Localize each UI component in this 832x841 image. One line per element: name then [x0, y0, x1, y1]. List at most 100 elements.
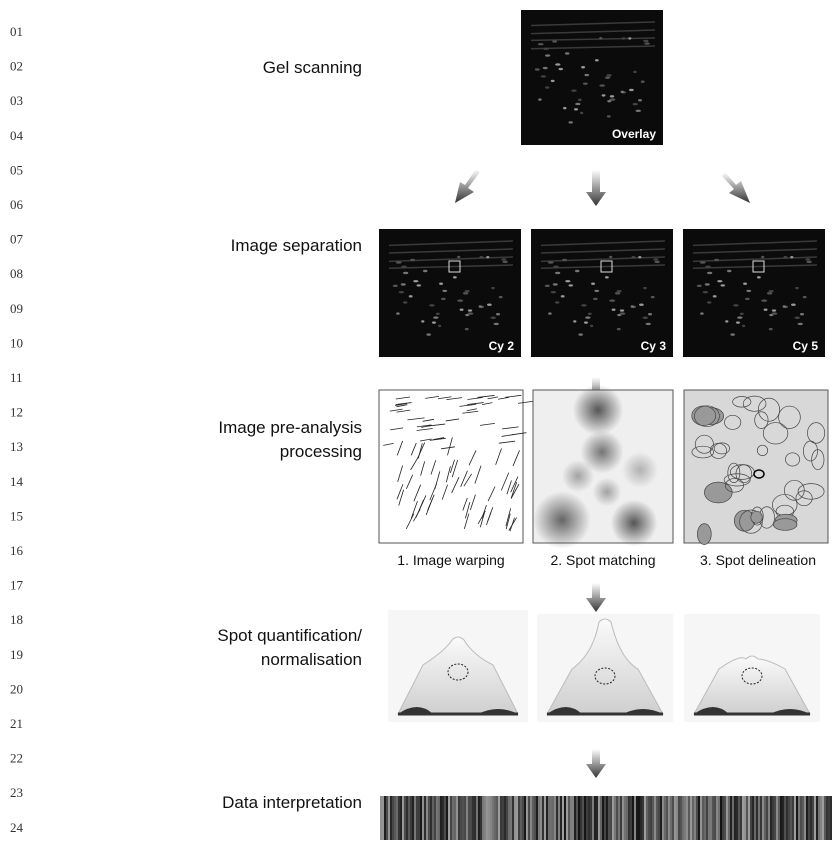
heat-stripe [808, 796, 810, 840]
heat-stripe [664, 796, 666, 840]
line-number: 17 [10, 578, 24, 593]
heat-stripe [632, 796, 634, 840]
gel-spot [555, 272, 560, 274]
heat-stripe [402, 796, 404, 840]
gel-spot [737, 316, 742, 318]
heat-stripe [750, 796, 752, 840]
panel [379, 390, 523, 543]
gel-spot [769, 290, 774, 292]
gel-spot [617, 328, 621, 330]
gel-spot [620, 309, 624, 311]
gel-spot [772, 312, 778, 314]
gel-spot [628, 37, 631, 39]
heat-stripe [384, 796, 386, 840]
heat-stripe [586, 796, 588, 840]
heat-stripe [506, 796, 508, 840]
heat-stripe [616, 796, 618, 840]
gel-spot [795, 317, 800, 319]
gel-spot [568, 284, 573, 286]
line-number: 19 [10, 647, 23, 662]
heat-stripe [708, 796, 710, 840]
arrow [586, 749, 606, 778]
gel-spot [396, 312, 400, 314]
gel-spot [575, 270, 580, 272]
heat-stripe [536, 796, 538, 840]
heat-stripe [608, 796, 610, 840]
heat-stripe [562, 796, 564, 840]
gel-spot [541, 75, 547, 77]
heat-stripe [406, 796, 408, 840]
gel-spot [607, 74, 612, 76]
gel-spot [543, 48, 549, 50]
heat-stripe [618, 796, 620, 840]
heat-stripe [766, 796, 768, 840]
heat-stripe [698, 796, 700, 840]
gel-spot [617, 290, 622, 292]
gel-spot [654, 261, 660, 263]
heat-stripe [510, 796, 512, 840]
page: 0102030405060708091011121314151617181920… [0, 0, 832, 841]
gel-spot [703, 291, 709, 293]
heat-stripe [730, 796, 732, 840]
line-number: 06 [10, 197, 24, 212]
heat-stripe [758, 796, 760, 840]
heat-stripe [768, 796, 770, 840]
gel-spot [806, 261, 812, 263]
gel-spot [795, 287, 799, 289]
gel-spot [575, 103, 580, 105]
heat-stripe [666, 796, 668, 840]
heat-stripe [672, 796, 674, 840]
gel-spot [563, 107, 566, 109]
gel-spot [800, 313, 804, 315]
gel-spot [631, 256, 635, 258]
line-number: 10 [10, 335, 23, 350]
heat-stripe [590, 796, 592, 840]
gel-spot [797, 323, 803, 325]
arrow [455, 169, 480, 203]
heat-stripe [534, 796, 536, 840]
gel-spot [707, 272, 712, 274]
gel-spot [713, 295, 717, 297]
gel-spot [764, 309, 768, 311]
spot-outline [773, 519, 797, 531]
heat-stripe [784, 796, 786, 840]
heat-stripe [470, 796, 472, 840]
heat-stripe [494, 796, 496, 840]
gel-spot [595, 59, 599, 61]
caption: 1. Image warping [397, 552, 504, 568]
gel-spot [772, 309, 776, 311]
heat-stripe [778, 796, 780, 840]
line-number: 21 [10, 716, 23, 731]
gel-spot [743, 283, 747, 285]
spot-outline [692, 406, 716, 426]
heat-stripe [588, 796, 590, 840]
image-tag: Cy 3 [641, 339, 667, 353]
gel-spot [705, 283, 710, 285]
gel-spot [538, 43, 544, 45]
heat-stripe [728, 796, 730, 840]
heat-stripe [488, 796, 490, 840]
stage-label: Data interpretation [222, 793, 362, 812]
heat-stripe [822, 796, 824, 840]
heat-stripe [468, 796, 470, 840]
heat-stripe [720, 796, 722, 840]
gel-spot [605, 276, 609, 278]
gel-spot [486, 256, 489, 258]
heat-stripe [818, 796, 820, 840]
line-number: 02 [10, 59, 23, 74]
heat-stripe [782, 796, 784, 840]
gel-spot [730, 333, 734, 335]
heat-stripe [520, 796, 522, 840]
gel-spot [707, 301, 711, 303]
heat-stripe [796, 796, 798, 840]
heat-stripe [824, 796, 826, 840]
heat-stripe [598, 796, 600, 840]
image-tag: Cy 2 [489, 339, 515, 353]
line-number: 20 [10, 681, 23, 696]
heat-stripe [418, 796, 420, 840]
gel-spot [399, 291, 405, 293]
heat-stripe [390, 796, 392, 840]
gel-spot [426, 333, 430, 335]
heat-stripe [474, 796, 476, 840]
heat-stripe [594, 796, 596, 840]
